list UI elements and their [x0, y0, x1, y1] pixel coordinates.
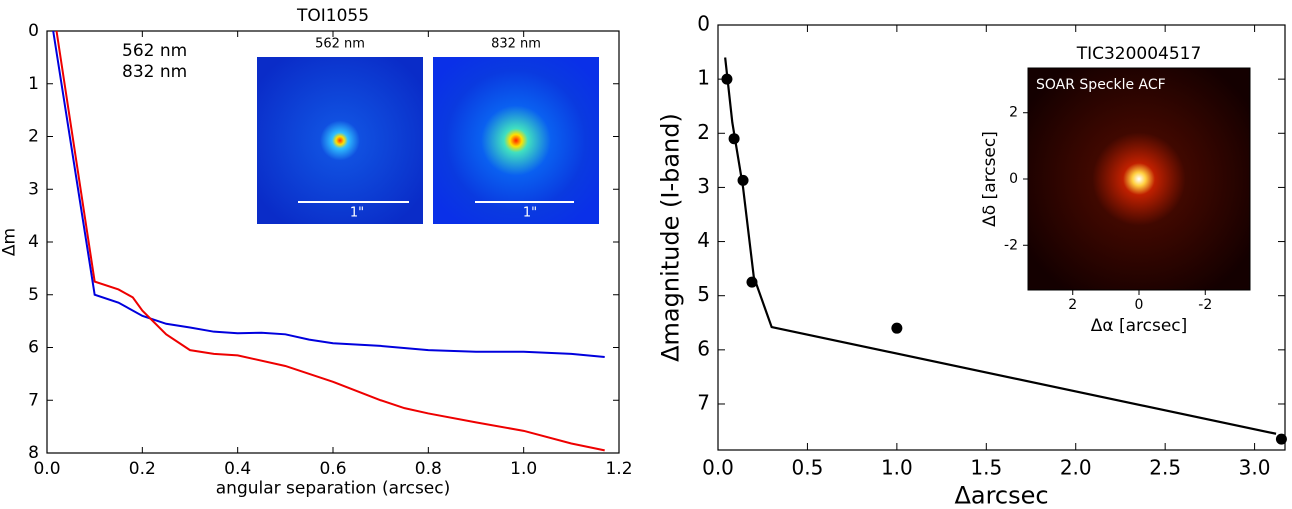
y-tick-label: 1	[28, 74, 39, 94]
inset-image	[433, 57, 599, 224]
legend-entry: 832 nm	[122, 62, 187, 82]
x-tick-label: 3.0	[1239, 456, 1271, 480]
fit-line	[724, 57, 1277, 435]
point	[746, 276, 758, 288]
point	[728, 133, 740, 145]
y-tick-label: 2	[28, 127, 39, 147]
inset-x-label: Δα [arcsec]	[1091, 316, 1188, 336]
x-tick-label: 1.2	[605, 459, 632, 479]
chart-title: TOI1055	[296, 6, 369, 26]
inset-title: TIC320004517	[1076, 44, 1202, 64]
line-series	[52, 30, 605, 358]
y-tick-label: 5	[697, 282, 710, 306]
y-tick-label: 2	[697, 120, 710, 144]
y-tick-label: 6	[697, 336, 710, 360]
x-tick-label: 0.2	[129, 459, 156, 479]
inset-y-label: Δδ [arcsec]	[980, 131, 1000, 227]
y-tick-label: 5	[28, 285, 39, 305]
x-tick-label: 1.0	[510, 459, 537, 479]
inset-title: 562 nm	[315, 37, 365, 52]
x-tick-label: 0.4	[224, 459, 251, 479]
point	[721, 73, 733, 85]
point	[891, 322, 903, 334]
y-tick-label: 1	[697, 66, 710, 90]
inset-y-tick-label: 0	[1009, 171, 1018, 187]
inset-x-tick-label: -2	[1198, 297, 1212, 313]
x-tick-label: 0.0	[702, 456, 734, 480]
y-tick-label: 7	[697, 390, 710, 414]
x-tick-label: 2.0	[1060, 456, 1092, 480]
x-tick-label: 2.5	[1149, 456, 1181, 480]
x-tick-label: 0.5	[792, 456, 824, 480]
y-tick-label: 3	[697, 174, 710, 198]
point	[1275, 433, 1287, 445]
x-tick-label: 1.0	[881, 456, 913, 480]
inset-images	[257, 57, 1250, 290]
inset-y-tick-label: -2	[1004, 237, 1018, 253]
line-series	[55, 30, 605, 452]
plot-frame	[717, 24, 1286, 451]
x-tick-label: 0.8	[415, 459, 442, 479]
x-tick-label: 0.0	[33, 459, 60, 479]
y-tick-label: 6	[28, 338, 39, 358]
y-tick-label: 3	[28, 179, 39, 199]
inset-image	[257, 57, 423, 224]
inset-x-tick-label: 0	[1135, 297, 1144, 313]
y-tick-label: 8	[28, 443, 39, 463]
y-axis-label: Δm	[0, 228, 20, 256]
y-tick-label: 0	[697, 12, 710, 36]
y-axis-label: Δmagnitude (I-band)	[657, 113, 685, 362]
inset-label: SOAR Speckle ACF	[1036, 77, 1166, 93]
scale-label: 1"	[523, 206, 537, 221]
inset-x-tick-label: 2	[1068, 297, 1077, 313]
point	[737, 174, 749, 186]
scale-label: 1"	[350, 206, 364, 221]
y-tick-label: 7	[28, 390, 39, 410]
inset-title: 832 nm	[491, 37, 541, 52]
y-tick-label: 4	[697, 228, 710, 252]
x-tick-label: 0.6	[319, 459, 346, 479]
y-tick-label: 0	[28, 21, 39, 41]
x-axis-label: Δarcsec	[954, 482, 1048, 509]
legend-entry: 562 nm	[122, 41, 187, 61]
x-tick-label: 1.5	[970, 456, 1002, 480]
y-tick-label: 4	[28, 232, 39, 252]
x-axis-label: angular separation (arcsec)	[216, 479, 451, 499]
inset-image	[1028, 68, 1250, 290]
inset-y-tick-label: 2	[1009, 105, 1018, 121]
